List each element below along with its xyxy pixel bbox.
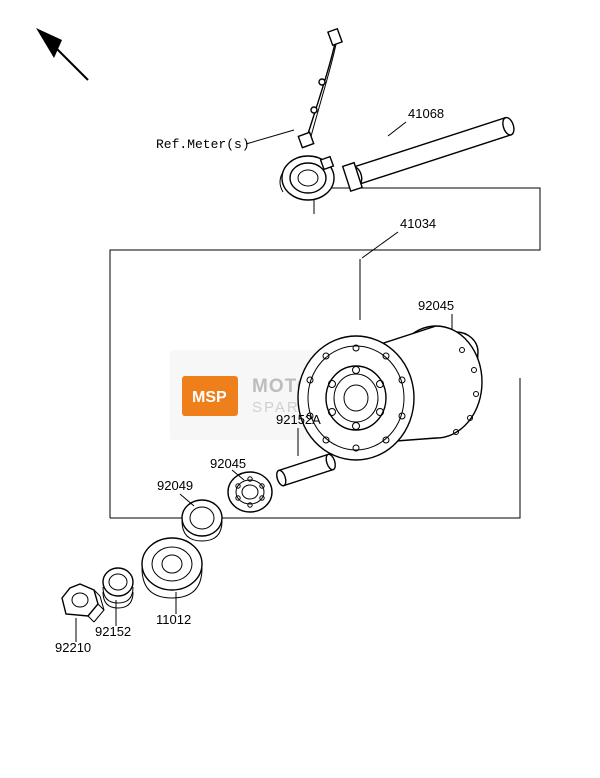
label-92152A: 92152A (276, 412, 321, 427)
label-92152: 92152 (95, 624, 131, 639)
part-nut-92210 (62, 584, 104, 622)
orientation-arrow (36, 28, 88, 80)
part-axle-41068 (343, 112, 517, 191)
label-41068: 41068 (408, 106, 444, 121)
meter-cable (298, 29, 342, 148)
label-92210: 92210 (55, 640, 91, 655)
leader-41034 (362, 232, 398, 258)
label-92049: 92049 (157, 478, 193, 493)
part-cap-11012 (142, 538, 202, 598)
label-41034: 41034 (400, 216, 436, 231)
leader-92049 (180, 494, 194, 506)
label-92045-right: 92045 (418, 298, 454, 313)
part-collar-92152A (275, 453, 337, 487)
parts-diagram: Ref.Meter(s) 41068 41034 MSP MOTORCYCLE … (0, 0, 600, 778)
leader-41068 (388, 122, 406, 136)
part-collar-92152 (103, 568, 133, 608)
leader-ref-meter (246, 130, 294, 144)
part-hub-41034 (298, 326, 482, 460)
watermark-badge-text: MSP (192, 389, 227, 406)
label-ref-meter: Ref.Meter(s) (156, 137, 250, 152)
label-11012: 11012 (156, 612, 191, 627)
part-seal-92049 (182, 500, 222, 541)
part-meter-gear (280, 156, 334, 200)
part-bearing-left-92045 (228, 472, 272, 512)
label-92045-left: 92045 (210, 456, 246, 471)
